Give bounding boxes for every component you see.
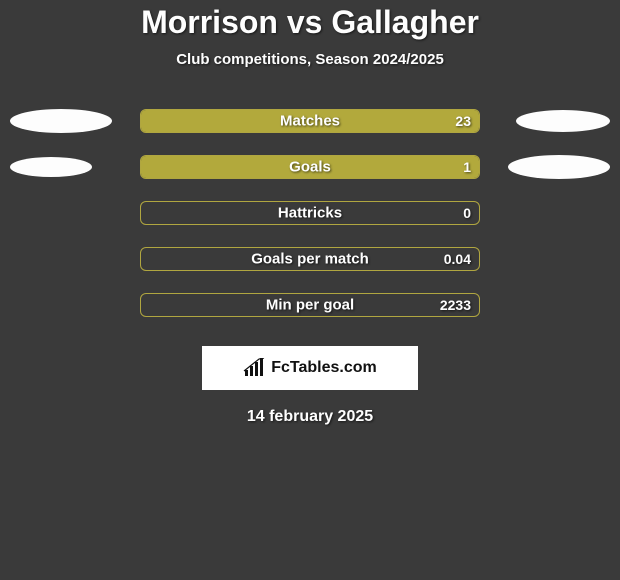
stat-row: Matches23 [0, 98, 620, 144]
stat-row: Goals per match0.04 [0, 236, 620, 282]
stat-bar: Goals per match0.04 [140, 247, 480, 271]
stat-label: Min per goal [141, 297, 479, 314]
stat-value: 2233 [440, 297, 471, 313]
stats-card: Morrison vs Gallagher Club competitions,… [0, 0, 620, 580]
stat-bar-fill [141, 110, 479, 132]
stat-bar: Goals1 [140, 155, 480, 179]
stat-label: Hattricks [141, 205, 479, 222]
page-title: Morrison vs Gallagher [0, 4, 620, 41]
stat-row: Hattricks0 [0, 190, 620, 236]
stat-value: 0.04 [444, 251, 471, 267]
page-subtitle: Club competitions, Season 2024/2025 [0, 51, 620, 68]
stat-value: 0 [463, 205, 471, 221]
stat-row: Min per goal2233 [0, 282, 620, 328]
right-ellipse [516, 110, 610, 132]
stat-row: Goals1 [0, 144, 620, 190]
right-ellipse [508, 155, 610, 179]
bar-chart-icon [243, 358, 265, 378]
footer-date: 14 february 2025 [0, 408, 620, 426]
stat-bar: Matches23 [140, 109, 480, 133]
stat-rows: Matches23 Goals1 Hattricks0 Goals per match… [0, 98, 620, 328]
brand-text: FcTables.com [271, 359, 377, 377]
stat-label: Goals per match [141, 251, 479, 268]
left-ellipse [10, 157, 92, 177]
stat-bar-fill [141, 156, 479, 178]
left-ellipse [10, 109, 112, 133]
stat-bar: Min per goal2233 [140, 293, 480, 317]
brand-box[interactable]: FcTables.com [202, 346, 418, 390]
stat-bar: Hattricks0 [140, 201, 480, 225]
